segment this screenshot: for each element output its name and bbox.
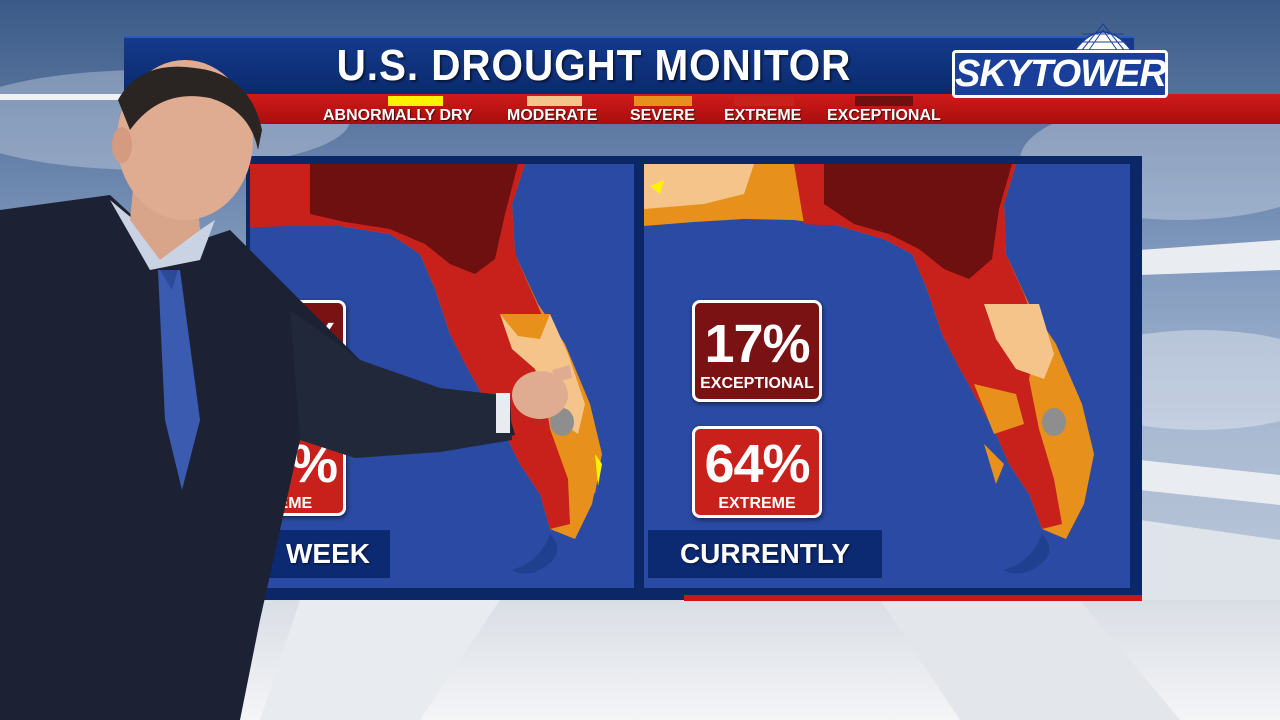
map-current: 17% EXCEPTIONAL 64% EXTREME CURRENTLY — [644, 164, 1130, 588]
legend-label: SEVERE — [630, 107, 695, 124]
page-title: U.S. DROUGHT MONITOR — [336, 41, 852, 90]
station-logo: SKYTOWER — [944, 20, 1174, 100]
legend-item-moderate: MODERATE — [505, 94, 615, 124]
stat-label: EXCEPTIONAL — [700, 375, 814, 392]
legend-item-severe: SEVERE — [628, 94, 708, 124]
stat-value: 17% — [704, 314, 810, 374]
dome-icon — [1073, 23, 1133, 51]
stat-label: EXTREME — [718, 495, 796, 512]
legend-swatch-severe — [634, 96, 692, 106]
legend-item-abnormally-dry: ABNORMALLY DRY — [320, 94, 490, 124]
stat-value: 64% — [704, 434, 810, 494]
legend-label: EXTREME — [724, 107, 802, 124]
legend-label: MODERATE — [507, 107, 598, 124]
legend-swatch-extreme — [734, 96, 794, 106]
caption-current: CURRENTLY — [648, 530, 882, 578]
stat-box-exceptional-current: 17% EXCEPTIONAL — [692, 300, 822, 402]
legend-swatch-abnormally-dry — [388, 96, 443, 106]
legend-item-exceptional: EXCEPTIONAL — [825, 94, 945, 124]
logo-text: SKYTOWER — [952, 50, 1168, 98]
accent-rule-bottom — [684, 595, 1142, 601]
legend-item-extreme: EXTREME — [722, 94, 812, 124]
accent-rule — [0, 94, 140, 100]
legend-label: EXCEPTIONAL — [827, 107, 941, 124]
legend-swatch-exceptional — [855, 96, 913, 106]
presenter — [0, 60, 572, 720]
legend-label: ABNORMALLY DRY — [323, 107, 473, 124]
legend-swatch-moderate — [527, 96, 582, 106]
stat-box-extreme-current: 64% EXTREME — [692, 426, 822, 518]
